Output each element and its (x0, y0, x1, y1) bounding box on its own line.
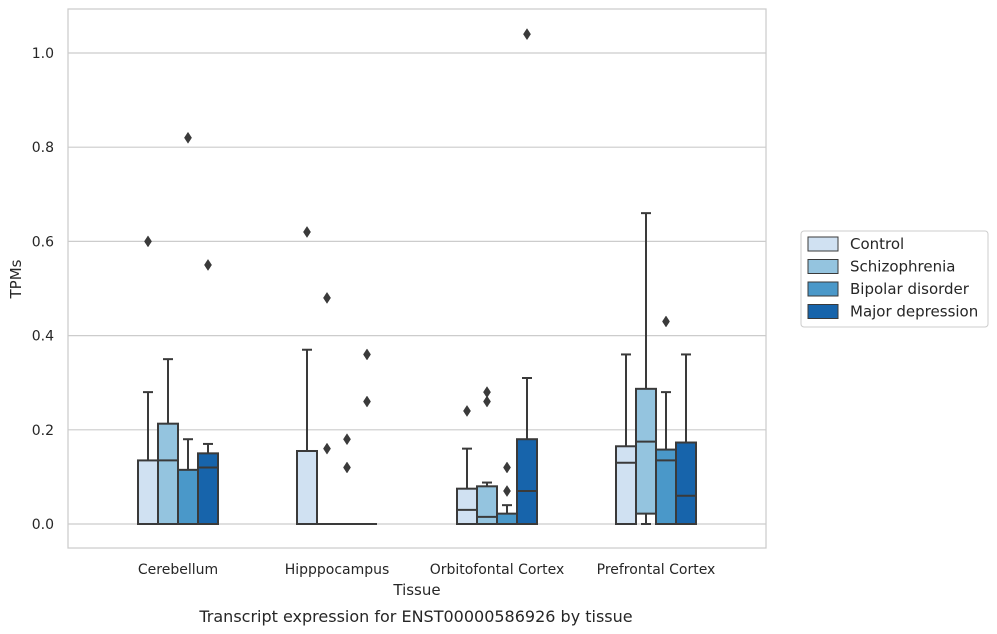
y-tick-label: 0.8 (32, 140, 54, 156)
outlier-point (503, 461, 511, 474)
outlier-point (363, 348, 371, 361)
legend-label: Bipolar disorder (850, 280, 970, 298)
outlier-point (343, 461, 351, 474)
y-axis-label: TPMs (7, 259, 25, 299)
outlier-point (662, 315, 670, 328)
box-body (157, 422, 179, 525)
legend-item: Major depression (807, 303, 978, 321)
box-body (675, 441, 697, 525)
box-0-3 (197, 258, 219, 526)
box-1-1 (317, 291, 337, 525)
box-body (476, 485, 498, 526)
chart-caption: Transcript expression for ENST0000058692… (198, 607, 632, 626)
box-3-2 (655, 315, 677, 525)
x-tick-label: Cerebellum (138, 562, 218, 578)
x-axis-ticks: Cerebellum Hipppocampus Orbitofontal Corte… (138, 562, 715, 578)
box-1-0 (296, 226, 318, 525)
box-2-1 (476, 386, 498, 526)
box-body (177, 468, 199, 525)
box-0-2 (177, 131, 199, 525)
box-body (635, 387, 657, 515)
outlier-point (503, 485, 511, 497)
legend-swatch (807, 281, 839, 297)
box-body (456, 487, 478, 525)
outlier-point (204, 258, 212, 271)
legend-item: Control (807, 235, 904, 253)
x-tick-label: Orbitofontal Cortex (430, 562, 565, 578)
box-0-1 (157, 358, 179, 525)
box-body (615, 445, 637, 525)
legend-swatch (807, 259, 839, 274)
outlier-point (343, 433, 351, 446)
legend: Control Schizophrenia Bipolar disorder Majo… (800, 230, 989, 328)
box-3-0 (615, 353, 637, 525)
legend-label: Major depression (850, 303, 978, 321)
box-3-1 (635, 212, 657, 525)
box-3-3 (675, 353, 697, 525)
legend-swatch (807, 236, 839, 252)
outlier-point (144, 235, 152, 248)
y-tick-label: 0.6 (32, 234, 54, 250)
box-1-3 (357, 348, 377, 525)
legend-frame (800, 230, 989, 328)
box-2-3 (516, 28, 538, 525)
box-0-0 (137, 235, 159, 526)
y-tick-label: 0.0 (32, 517, 54, 533)
box-2-2 (496, 461, 518, 525)
box-body (496, 512, 518, 525)
y-tick-label: 0.4 (32, 329, 54, 345)
box-body (296, 449, 318, 525)
outlier-point (303, 226, 311, 238)
box-body (516, 438, 538, 525)
outlier-point (363, 395, 371, 408)
legend-item: Schizophrenia (807, 258, 955, 276)
legend-swatch (807, 304, 839, 319)
box-body (137, 459, 159, 526)
outlier-point (184, 131, 192, 144)
plot-frame (67, 8, 767, 549)
outlier-point (483, 395, 491, 408)
outlier-point (323, 442, 331, 455)
legend-label: Control (850, 235, 904, 253)
outlier-point (463, 405, 471, 417)
outlier-point (323, 291, 331, 304)
outlier-point (523, 28, 531, 41)
legend-label: Schizophrenia (850, 258, 955, 276)
x-tick-label: Prefrontal Cortex (597, 562, 716, 578)
y-tick-label: 1.0 (32, 46, 54, 62)
y-tick-label: 0.2 (32, 423, 54, 439)
box-body (197, 452, 219, 526)
x-axis-label: Tissue (392, 581, 440, 599)
box-1-2 (337, 433, 357, 525)
x-tick-label: Hipppocampus (285, 562, 390, 578)
legend-item: Bipolar disorder (807, 280, 970, 298)
box-2-0 (456, 405, 478, 525)
y-axis-ticks: 0.0 0.2 0.4 0.6 0.8 1.0 (32, 46, 54, 533)
box-plot-area (137, 28, 697, 526)
